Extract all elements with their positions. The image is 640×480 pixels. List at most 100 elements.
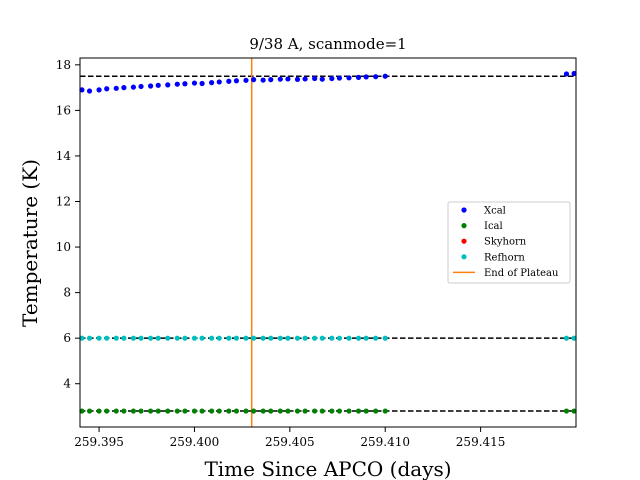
data-point-refhorn	[147, 335, 154, 341]
data-point-xcal	[165, 82, 171, 88]
x-tick-label: 259.415	[456, 435, 506, 449]
data-point-refhorn	[121, 335, 127, 341]
data-point-xcal	[285, 76, 291, 82]
data-point-ical	[346, 408, 352, 414]
data-point-refhorn	[155, 335, 161, 341]
data-point-xcal	[155, 82, 161, 88]
data-point-refhorn	[294, 335, 301, 341]
data-point-refhorn	[233, 335, 240, 341]
data-point-xcal	[382, 73, 388, 79]
data-point-refhorn	[182, 335, 188, 341]
data-point-refhorn	[355, 335, 362, 341]
data-point-ical	[312, 408, 318, 414]
data-point-refhorn	[302, 335, 308, 341]
data-point-refhorn	[285, 335, 291, 341]
data-point-xcal	[121, 85, 127, 91]
data-point-refhorn	[382, 335, 388, 341]
data-point-ical	[302, 408, 308, 414]
data-point-refhorn	[79, 335, 85, 341]
data-point-ical	[373, 408, 379, 414]
data-point-ical	[355, 408, 362, 414]
chart-title: 9/38 A, scanmode=1	[249, 35, 406, 53]
legend-label-skyhorn: Skyhorn	[484, 237, 527, 248]
data-point-xcal	[312, 75, 318, 82]
x-axis-label: Time Since APCO (days)	[204, 457, 451, 480]
data-point-xcal	[147, 83, 154, 89]
data-point-ical	[563, 408, 570, 414]
y-tick-label: 12	[56, 195, 71, 209]
data-point-ical	[138, 408, 144, 414]
data-point-refhorn	[336, 335, 343, 341]
legend-label-ical: Ical	[484, 221, 503, 232]
data-point-refhorn	[251, 335, 257, 341]
data-point-xcal	[346, 75, 352, 81]
data-point-xcal	[243, 77, 249, 83]
x-axis-ticks: 259.395 259.400 259.405 259.410 259.415	[74, 427, 505, 449]
data-point-xcal	[182, 81, 188, 87]
data-point-xcal	[79, 87, 85, 93]
legend: Xcal Ical Skyhorn Refhorn End of Plateau	[447, 201, 571, 284]
plot-area	[79, 58, 577, 427]
data-point-refhorn	[346, 335, 352, 341]
data-point-xcal	[319, 76, 325, 82]
data-point-refhorn	[216, 335, 222, 341]
y-tick-label: 4	[63, 377, 71, 391]
data-point-ical	[182, 408, 188, 414]
data-point-xcal	[563, 71, 570, 77]
data-point-ical	[216, 408, 222, 414]
legend-marker-skyhorn	[461, 238, 467, 244]
data-point-xcal	[260, 77, 266, 83]
data-point-xcal	[268, 77, 274, 83]
data-point-refhorn	[209, 335, 215, 341]
data-point-ical	[268, 408, 274, 414]
data-point-xcal	[571, 70, 577, 77]
data-point-refhorn	[312, 335, 318, 341]
data-point-ical	[155, 408, 161, 414]
data-point-ical	[191, 408, 198, 414]
data-point-refhorn	[363, 335, 369, 341]
data-point-xcal	[302, 76, 308, 82]
data-point-xcal	[191, 80, 198, 86]
data-point-ical	[329, 408, 335, 414]
x-tick-label: 259.400	[170, 435, 220, 449]
data-point-ical	[86, 408, 93, 414]
y-tick-label: 16	[56, 103, 71, 117]
data-point-refhorn	[165, 335, 171, 341]
data-point-refhorn	[191, 335, 198, 341]
data-points	[79, 70, 577, 414]
data-point-refhorn	[96, 335, 102, 341]
data-point-xcal	[336, 75, 343, 81]
data-point-xcal	[329, 75, 335, 82]
y-tick-label: 8	[63, 286, 71, 300]
data-point-ical	[121, 408, 127, 414]
data-point-refhorn	[268, 335, 274, 341]
data-point-refhorn	[86, 335, 93, 341]
data-point-xcal	[216, 79, 222, 85]
data-point-xcal	[174, 81, 180, 87]
data-point-xcal	[233, 78, 240, 84]
data-point-xcal	[226, 78, 232, 84]
legend-marker-refhorn	[461, 254, 467, 260]
data-point-xcal	[130, 84, 137, 90]
data-point-refhorn	[319, 335, 325, 341]
data-point-refhorn	[243, 335, 249, 341]
data-point-xcal	[294, 76, 301, 83]
legend-label-end-of-plateau: End of Plateau	[484, 268, 559, 279]
y-axis-ticks: 4 6 8 10 12 14 16 18	[56, 58, 80, 391]
data-point-ical	[209, 408, 215, 414]
data-point-ical	[113, 408, 119, 414]
data-point-xcal	[363, 74, 369, 80]
data-point-refhorn	[113, 335, 119, 341]
data-point-ical	[174, 408, 180, 414]
data-point-ical	[382, 408, 388, 414]
data-point-refhorn	[260, 335, 266, 341]
data-point-ical	[96, 408, 102, 414]
data-point-ical	[165, 408, 171, 414]
legend-marker-xcal	[461, 207, 467, 213]
data-point-ical	[363, 408, 369, 414]
x-tick-label: 259.405	[265, 435, 315, 449]
data-point-refhorn	[138, 335, 144, 341]
data-point-xcal	[199, 80, 205, 87]
data-point-ical	[226, 408, 232, 414]
